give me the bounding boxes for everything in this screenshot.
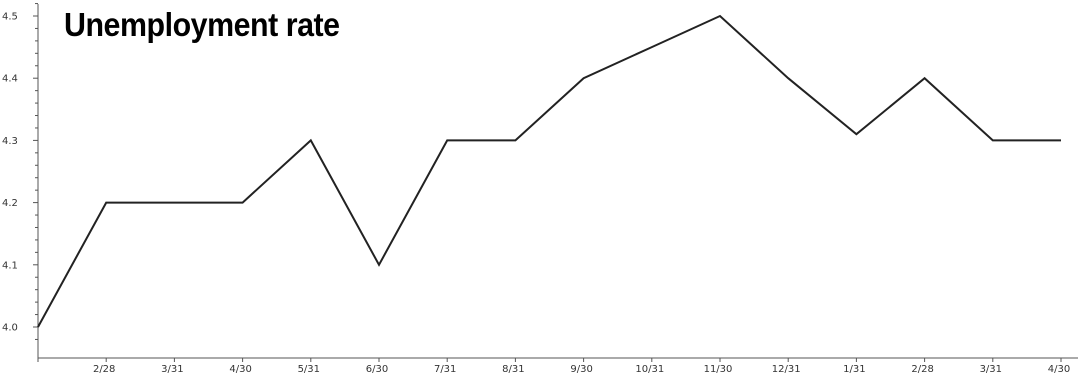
x-tick-label: 3/31 (161, 364, 183, 375)
x-tick-label: 12/31 (772, 364, 801, 375)
y-tick-label: 4.3 (2, 136, 18, 147)
x-tick-label: 4/30 (1048, 364, 1070, 375)
y-tick-label: 4.0 (2, 323, 18, 334)
y-tick-label: 4.1 (2, 260, 18, 271)
x-tick-label: 8/31 (502, 364, 524, 375)
y-tick-label: 4.2 (2, 198, 18, 209)
x-tick-label: 9/30 (570, 364, 592, 375)
x-tick-label: 2/28 (93, 364, 115, 375)
x-tick-label: 10/31 (635, 364, 664, 375)
x-tick-label: 2/28 (911, 364, 933, 375)
y-tick-label: 4.5 (2, 12, 18, 23)
y-tick-label: 4.4 (2, 74, 18, 85)
chart-title: Unemployment rate (64, 6, 340, 44)
series-line (38, 16, 1061, 327)
x-tick-label: 11/30 (704, 364, 733, 375)
x-tick-label: 6/30 (366, 364, 388, 375)
x-tick-label: 4/30 (229, 364, 251, 375)
x-tick-label: 3/31 (980, 364, 1002, 375)
x-tick-label: 7/31 (434, 364, 456, 375)
x-tick-label: 5/31 (298, 364, 320, 375)
x-tick-label: 1/31 (843, 364, 865, 375)
